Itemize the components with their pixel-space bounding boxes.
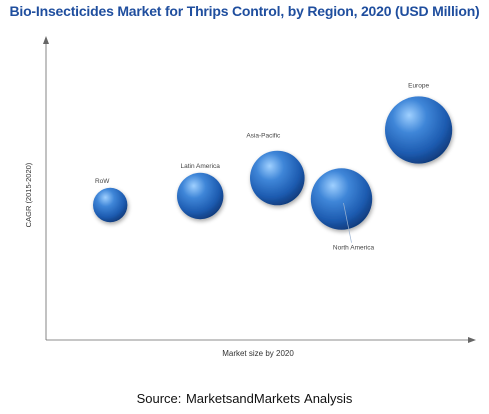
y-axis-arrow [43,36,49,44]
bubble-label-group: RoW Latin America Asia-Pacific North Americ… [95,82,429,251]
y-axis-label: CAGR (2015-2020) [24,162,33,227]
bubble-label-row: RoW [95,178,110,185]
x-axis-arrow [468,337,476,343]
bubble-series [93,96,453,230]
source-note: Source: MarketsandMarkets Analysis [136,391,353,406]
leader-line-north-america [343,202,352,243]
bubble-europe [385,96,453,164]
bubble-asia-pacific [249,150,305,206]
bubble-label-europe: Europe [408,82,429,89]
chart-title: Bio-Insecticides Market for Thrips Contr… [9,3,480,19]
bubble-row [93,187,128,223]
bubble-label-north-america: North America [333,245,375,252]
bubble-label-asia-pacific: Asia-Pacific [246,133,281,140]
bubble-latin-america [177,172,224,220]
x-axis-label: Market size by 2020 [222,349,294,358]
bubble-north-america [310,168,373,230]
bubble-label-latin-america: Latin America [181,163,221,170]
